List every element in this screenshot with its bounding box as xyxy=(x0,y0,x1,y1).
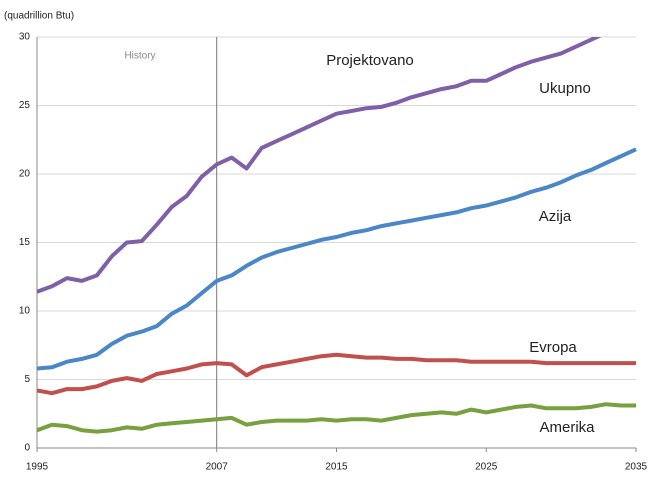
series-line xyxy=(37,402,636,434)
series-line xyxy=(37,37,602,294)
series-label: Evropa xyxy=(529,339,577,356)
series-label: Amerika xyxy=(539,419,595,436)
x-tick-label: 2025 xyxy=(475,462,498,473)
annotation: History xyxy=(124,51,155,62)
x-tick-label: 2015 xyxy=(325,462,348,473)
y-tick-label: 15 xyxy=(19,237,31,248)
y-axis-label: (quadrillion Btu) xyxy=(4,11,74,22)
series-label: Ukupno xyxy=(539,80,591,97)
annotation: Projektovano xyxy=(326,52,414,69)
y-tick-label: 10 xyxy=(19,306,31,317)
x-tick-label: 2007 xyxy=(206,462,229,473)
x-tick-label: 2035 xyxy=(625,462,648,473)
x-tick-label: 1995 xyxy=(26,462,49,473)
y-tick-label: 0 xyxy=(24,443,30,454)
series-line xyxy=(37,352,636,396)
y-tick-label: 25 xyxy=(19,100,31,111)
y-tick-label: 5 xyxy=(24,374,30,385)
series-label: Azija xyxy=(539,208,572,225)
y-tick-label: 20 xyxy=(19,169,31,180)
y-tick-label: 30 xyxy=(19,32,31,43)
series-line xyxy=(37,147,637,371)
